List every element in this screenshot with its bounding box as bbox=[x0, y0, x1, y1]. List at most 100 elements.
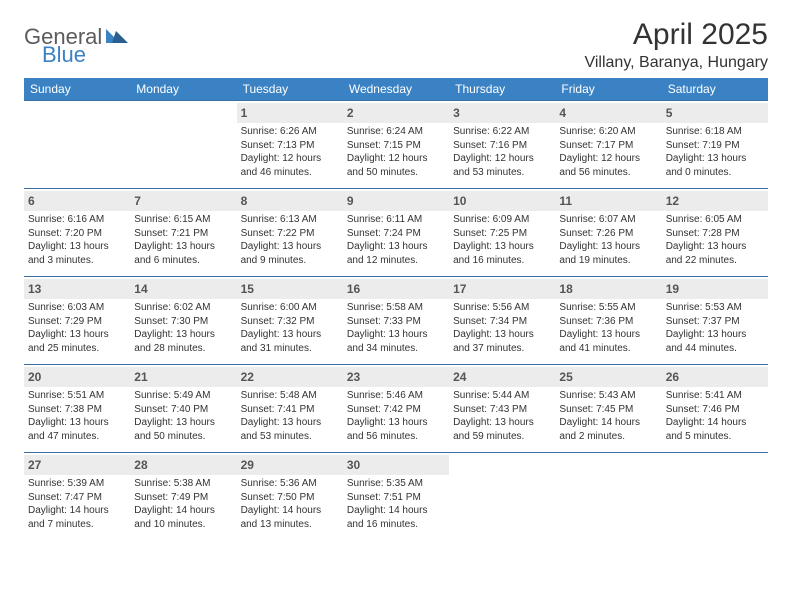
day-number: 24 bbox=[453, 370, 466, 384]
sunset-line: Sunset: 7:24 PM bbox=[347, 227, 445, 241]
logo-text-blue: Blue bbox=[42, 42, 86, 68]
sunrise-line: Sunrise: 5:46 AM bbox=[347, 389, 445, 403]
day-of-week-header: Saturday bbox=[662, 78, 768, 101]
day-details: Sunrise: 6:16 AMSunset: 7:20 PMDaylight:… bbox=[28, 213, 126, 267]
day-of-week-header: Wednesday bbox=[343, 78, 449, 101]
daylight-line: Daylight: 14 hours and 16 minutes. bbox=[347, 504, 445, 531]
calendar-day-cell: 4Sunrise: 6:20 AMSunset: 7:17 PMDaylight… bbox=[555, 101, 661, 189]
calendar-day-cell: 13Sunrise: 6:03 AMSunset: 7:29 PMDayligh… bbox=[24, 277, 130, 365]
day-number: 22 bbox=[241, 370, 254, 384]
daylight-line: Daylight: 14 hours and 5 minutes. bbox=[666, 416, 764, 443]
sunrise-line: Sunrise: 5:49 AM bbox=[134, 389, 232, 403]
daylight-line: Daylight: 13 hours and 12 minutes. bbox=[347, 240, 445, 267]
calendar-week-row: 6Sunrise: 6:16 AMSunset: 7:20 PMDaylight… bbox=[24, 189, 768, 277]
sunset-line: Sunset: 7:50 PM bbox=[241, 491, 339, 505]
day-details: Sunrise: 5:39 AMSunset: 7:47 PMDaylight:… bbox=[28, 477, 126, 531]
day-number: 20 bbox=[28, 370, 41, 384]
sunrise-line: Sunrise: 6:07 AM bbox=[559, 213, 657, 227]
day-number-wrap: 21 bbox=[130, 367, 236, 387]
calendar-day-cell: 24 Sunrise: 5:44 AMSunset: 7:43 PMDayligh… bbox=[449, 365, 555, 453]
daylight-line: Daylight: 14 hours and 2 minutes. bbox=[559, 416, 657, 443]
day-of-week-header: Sunday bbox=[24, 78, 130, 101]
sunrise-line: Sunrise: 6:26 AM bbox=[241, 125, 339, 139]
day-details: Sunrise: 6:11 AMSunset: 7:24 PMDaylight:… bbox=[347, 213, 445, 267]
daylight-line: Daylight: 13 hours and 25 minutes. bbox=[28, 328, 126, 355]
day-number-wrap: 17 bbox=[449, 279, 555, 299]
day-number: 8 bbox=[241, 194, 248, 208]
page-title: April 2025 bbox=[584, 18, 768, 52]
day-number: 10 bbox=[453, 194, 466, 208]
day-number: 14 bbox=[134, 282, 147, 296]
day-of-week-header: Tuesday bbox=[237, 78, 343, 101]
calendar-day-cell: 15Sunrise: 6:00 AMSunset: 7:32 PMDayligh… bbox=[237, 277, 343, 365]
day-details: Sunrise: 5:44 AMSunset: 7:43 PMDaylight:… bbox=[453, 389, 551, 443]
header: General Blue April 2025 Villany, Baranya… bbox=[24, 18, 768, 72]
daylight-line: Daylight: 12 hours and 53 minutes. bbox=[453, 152, 551, 179]
day-details: Sunrise: 5:48 AMSunset: 7:41 PMDaylight:… bbox=[241, 389, 339, 443]
sunset-line: Sunset: 7:17 PM bbox=[559, 139, 657, 153]
sunset-line: Sunset: 7:32 PM bbox=[241, 315, 339, 329]
sunrise-line: Sunrise: 6:00 AM bbox=[241, 301, 339, 315]
day-number-wrap: 10 bbox=[449, 191, 555, 211]
calendar-day-cell: 17Sunrise: 5:56 AMSunset: 7:34 PMDayligh… bbox=[449, 277, 555, 365]
sunrise-line: Sunrise: 5:56 AM bbox=[453, 301, 551, 315]
sunset-line: Sunset: 7:46 PM bbox=[666, 403, 764, 417]
sunset-line: Sunset: 7:15 PM bbox=[347, 139, 445, 153]
daylight-line: Daylight: 13 hours and 59 minutes. bbox=[453, 416, 551, 443]
day-number-wrap: 23 bbox=[343, 367, 449, 387]
day-details: Sunrise: 5:55 AMSunset: 7:36 PMDaylight:… bbox=[559, 301, 657, 355]
location-text: Villany, Baranya, Hungary bbox=[584, 54, 768, 72]
day-details: Sunrise: 5:58 AMSunset: 7:33 PMDaylight:… bbox=[347, 301, 445, 355]
sunrise-line: Sunrise: 5:39 AM bbox=[28, 477, 126, 491]
calendar-empty-cell bbox=[662, 453, 768, 541]
day-number-wrap: 27 bbox=[24, 455, 130, 475]
day-details: Sunrise: 5:51 AMSunset: 7:38 PMDaylight:… bbox=[28, 389, 126, 443]
calendar-day-cell: 9Sunrise: 6:11 AMSunset: 7:24 PMDaylight… bbox=[343, 189, 449, 277]
day-number: 18 bbox=[559, 282, 572, 296]
sunset-line: Sunset: 7:20 PM bbox=[28, 227, 126, 241]
day-number-wrap: 6 bbox=[24, 191, 130, 211]
daylight-line: Daylight: 12 hours and 56 minutes. bbox=[559, 152, 657, 179]
sunset-line: Sunset: 7:41 PM bbox=[241, 403, 339, 417]
day-details: Sunrise: 6:22 AMSunset: 7:16 PMDaylight:… bbox=[453, 125, 551, 179]
sunset-line: Sunset: 7:37 PM bbox=[666, 315, 764, 329]
day-number-wrap: 30 bbox=[343, 455, 449, 475]
calendar-week-row: 27Sunrise: 5:39 AMSunset: 7:47 PMDayligh… bbox=[24, 453, 768, 541]
sunset-line: Sunset: 7:16 PM bbox=[453, 139, 551, 153]
sunrise-line: Sunrise: 6:16 AM bbox=[28, 213, 126, 227]
day-number-wrap: 18 bbox=[555, 279, 661, 299]
sunset-line: Sunset: 7:34 PM bbox=[453, 315, 551, 329]
calendar-day-cell: 28Sunrise: 5:38 AMSunset: 7:49 PMDayligh… bbox=[130, 453, 236, 541]
sunrise-line: Sunrise: 5:48 AM bbox=[241, 389, 339, 403]
day-number-wrap: 28 bbox=[130, 455, 236, 475]
calendar-day-cell: 20 Sunrise: 5:51 AMSunset: 7:38 PMDayligh… bbox=[24, 365, 130, 453]
day-details: Sunrise: 5:46 AMSunset: 7:42 PMDaylight:… bbox=[347, 389, 445, 443]
day-number: 1 bbox=[241, 106, 248, 120]
day-details: Sunrise: 6:07 AMSunset: 7:26 PMDaylight:… bbox=[559, 213, 657, 267]
day-number-wrap: 9 bbox=[343, 191, 449, 211]
day-number: 11 bbox=[559, 194, 572, 208]
day-number: 26 bbox=[666, 370, 679, 384]
sunrise-line: Sunrise: 6:13 AM bbox=[241, 213, 339, 227]
daylight-line: Daylight: 13 hours and 44 minutes. bbox=[666, 328, 764, 355]
day-details: Sunrise: 5:43 AMSunset: 7:45 PMDaylight:… bbox=[559, 389, 657, 443]
calendar-day-cell: 22 Sunrise: 5:48 AMSunset: 7:41 PMDayligh… bbox=[237, 365, 343, 453]
sunrise-line: Sunrise: 5:43 AM bbox=[559, 389, 657, 403]
day-number-wrap: 24 bbox=[449, 367, 555, 387]
calendar-day-cell: 12Sunrise: 6:05 AMSunset: 7:28 PMDayligh… bbox=[662, 189, 768, 277]
calendar-week-row: 20 Sunrise: 5:51 AMSunset: 7:38 PMDayligh… bbox=[24, 365, 768, 453]
day-details: Sunrise: 5:38 AMSunset: 7:49 PMDaylight:… bbox=[134, 477, 232, 531]
sunset-line: Sunset: 7:25 PM bbox=[453, 227, 551, 241]
day-number: 13 bbox=[28, 282, 41, 296]
day-details: Sunrise: 6:18 AMSunset: 7:19 PMDaylight:… bbox=[666, 125, 764, 179]
calendar-empty-cell bbox=[24, 101, 130, 189]
calendar-day-cell: 21Sunrise: 5:49 AMSunset: 7:40 PMDayligh… bbox=[130, 365, 236, 453]
sunrise-line: Sunrise: 5:53 AM bbox=[666, 301, 764, 315]
day-details: Sunrise: 5:41 AMSunset: 7:46 PMDaylight:… bbox=[666, 389, 764, 443]
daylight-line: Daylight: 12 hours and 50 minutes. bbox=[347, 152, 445, 179]
calendar-day-cell: 14Sunrise: 6:02 AMSunset: 7:30 PMDayligh… bbox=[130, 277, 236, 365]
sunset-line: Sunset: 7:21 PM bbox=[134, 227, 232, 241]
day-of-week-header: Friday bbox=[555, 78, 661, 101]
calendar-day-cell: 6Sunrise: 6:16 AMSunset: 7:20 PMDaylight… bbox=[24, 189, 130, 277]
day-number-wrap: 7 bbox=[130, 191, 236, 211]
